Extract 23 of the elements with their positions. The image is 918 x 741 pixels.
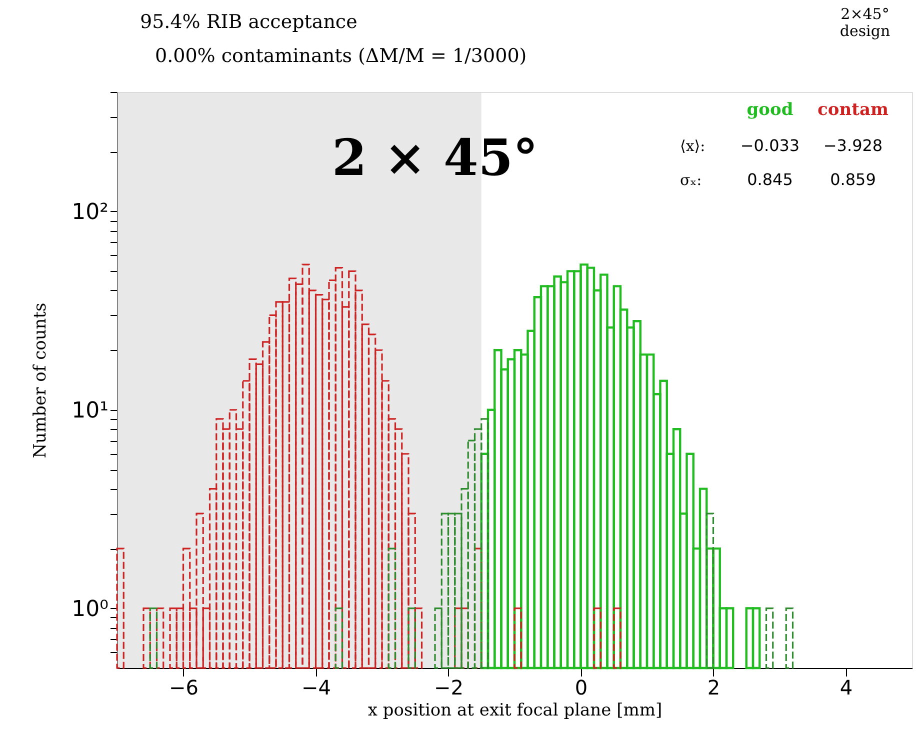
x-tick-label: −2 xyxy=(434,676,464,700)
annotation: −0.033 xyxy=(740,136,800,155)
annotation: 0.845 xyxy=(747,170,793,189)
y-tick-label: 10¹ xyxy=(72,398,108,424)
text: good xyxy=(746,100,794,120)
y-tick-label: 10² xyxy=(72,200,108,225)
text: 0.00% contaminants (ΔM/M = 1/3000) xyxy=(155,45,527,67)
annotation: σₓ: xyxy=(680,171,702,189)
x-tick-label: −6 xyxy=(169,676,198,700)
annotation: −3.928 xyxy=(823,136,883,155)
text: 2×45° design xyxy=(840,5,890,40)
text: 2 × 45° xyxy=(332,128,538,187)
y-axis-title: Number of counts xyxy=(30,302,51,458)
x-tick-label: −4 xyxy=(302,676,331,700)
x-tick-label: 4 xyxy=(840,676,853,700)
x-axis-title: x position at exit focal plane [mm] xyxy=(368,700,662,720)
annotation: ⟨x⟩: xyxy=(680,137,706,155)
annotation: 0.859 xyxy=(830,170,876,189)
x-tick-label: 2 xyxy=(707,676,720,700)
x-tick-label: 0 xyxy=(574,676,588,700)
text: 95.4% RIB acceptance xyxy=(140,11,358,33)
text: contam xyxy=(818,100,888,120)
y-tick-label: 10⁰ xyxy=(72,596,109,622)
